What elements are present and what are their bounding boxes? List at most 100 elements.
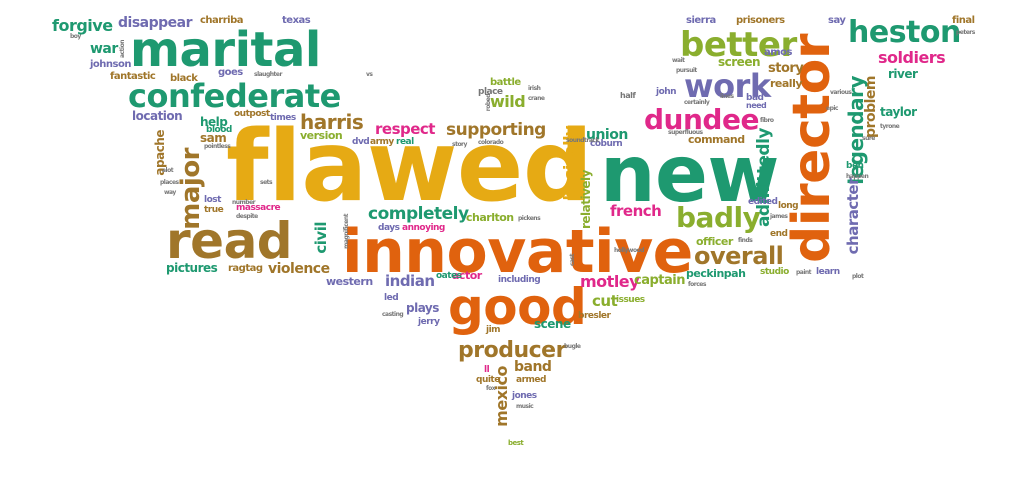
word-problem: problem — [863, 76, 879, 138]
word-wait: wait — [672, 57, 685, 64]
word-coburn: coburn — [590, 139, 623, 149]
word-music: music — [516, 403, 534, 410]
word-boy: boy — [70, 33, 81, 40]
word-plays: plays — [406, 301, 439, 315]
word-better: better — [680, 25, 797, 65]
word-blood: blood — [206, 125, 232, 135]
word-superfluous: superfluous — [668, 129, 703, 136]
word-indian: indian — [385, 272, 435, 290]
word-black: black — [170, 73, 198, 84]
word-times: times — [270, 113, 296, 123]
word-places: places — [160, 179, 179, 186]
word-respect: respect — [375, 120, 435, 138]
word-john: john — [656, 87, 677, 97]
word-motley: motley — [580, 272, 640, 291]
word-flawed: flawed — [226, 110, 593, 224]
word-scene: scene — [534, 317, 571, 331]
word-pointless: pointless — [204, 143, 231, 150]
word-relatively: relatively — [579, 170, 593, 230]
word-charlton: charlton — [466, 211, 514, 224]
word-officer: officer — [696, 235, 733, 248]
word-read: read — [166, 212, 293, 270]
word-tyrone: tyrone — [880, 123, 900, 130]
word-fantastic: fantastic — [110, 71, 156, 82]
word-peckinpah: peckinpah — [686, 267, 746, 280]
word-real: real — [396, 137, 414, 147]
word-vs: vs — [366, 71, 373, 78]
word-annoying: annoying — [402, 223, 445, 233]
word-need: need — [746, 101, 767, 110]
word-disappear: disappear — [118, 15, 193, 31]
word-story-small: story — [452, 141, 467, 148]
word-half: half — [620, 91, 636, 100]
word-forgive: forgive — [52, 16, 113, 35]
word-learn: learn — [816, 267, 840, 277]
word-charriba: charriba — [200, 15, 244, 26]
word-good: good — [448, 278, 587, 336]
word-paint: paint — [796, 269, 812, 276]
word-peters: peters — [956, 29, 975, 36]
word-magnificent: magnificent — [343, 214, 350, 249]
word-edited: edited — [748, 197, 778, 207]
word-crane: crane — [528, 95, 545, 102]
word-jerry: jerry — [418, 317, 440, 327]
word-union: union — [586, 127, 628, 143]
word-captain: captain — [634, 273, 685, 288]
word-band: band — [514, 359, 552, 375]
word-sam: sam — [200, 131, 227, 145]
word-bugle: bugle — [564, 343, 581, 350]
word-cut: cut — [592, 292, 618, 310]
word-command: command — [688, 133, 745, 146]
word-slaughter: slaughter — [254, 71, 282, 78]
word-fibro: fibro — [760, 117, 774, 124]
word-hollywood: hollywood — [614, 247, 645, 254]
word-alot: alot — [162, 167, 174, 174]
word-place: place — [478, 87, 503, 97]
word-best: best — [508, 439, 524, 447]
word-including: including — [498, 275, 541, 285]
word-goes: goes — [218, 67, 243, 78]
word-action: action — [119, 40, 126, 58]
word-french: french — [610, 202, 662, 220]
word-pursuit: pursuit — [676, 67, 697, 74]
word-producer: producer — [458, 338, 566, 363]
word-war: war — [90, 41, 118, 57]
word-various: various — [830, 89, 852, 96]
word-work: work — [684, 67, 771, 105]
word-actor: actor — [452, 269, 482, 282]
word-screen: screen — [718, 55, 761, 69]
word-studio: studio — [760, 267, 789, 277]
word-quite: quite — [476, 375, 500, 385]
word-colorado: colorado — [478, 139, 504, 146]
word-lines: lines — [720, 93, 734, 100]
word-soundtrack: soundtrack — [566, 137, 599, 144]
word-location: location — [132, 109, 183, 123]
word-ragtag: ragtag — [228, 263, 263, 274]
word-prisoners: prisoners — [736, 15, 785, 26]
word-outpost: outpost — [234, 109, 270, 119]
word-civil: civil — [312, 222, 330, 254]
word-finds: finds — [738, 237, 753, 244]
word-pickens: pickens — [518, 215, 541, 222]
word-issues: issues — [616, 295, 645, 305]
word-pictures: pictures — [166, 261, 218, 275]
word-heston: heston — [848, 15, 961, 50]
word-bad: bad — [746, 93, 764, 103]
word-irish: irish — [528, 85, 541, 92]
word-sure: sure — [862, 135, 875, 142]
word-western: western — [326, 275, 373, 288]
word-dundee: dundee — [644, 103, 759, 136]
word-dvd: dvd — [352, 137, 370, 147]
word-taylor: taylor — [880, 105, 917, 119]
word-texas: texas — [282, 15, 311, 26]
word-say: say — [828, 15, 846, 26]
word-final: final — [952, 15, 975, 26]
word-version: version — [300, 129, 343, 142]
word-massacre: massacre — [236, 203, 281, 213]
word-marital: marital — [130, 22, 321, 78]
word-james: james — [770, 213, 788, 220]
word-end: end — [770, 229, 788, 239]
word-sierra: sierra — [686, 15, 716, 26]
word-armed: armed — [516, 375, 546, 385]
